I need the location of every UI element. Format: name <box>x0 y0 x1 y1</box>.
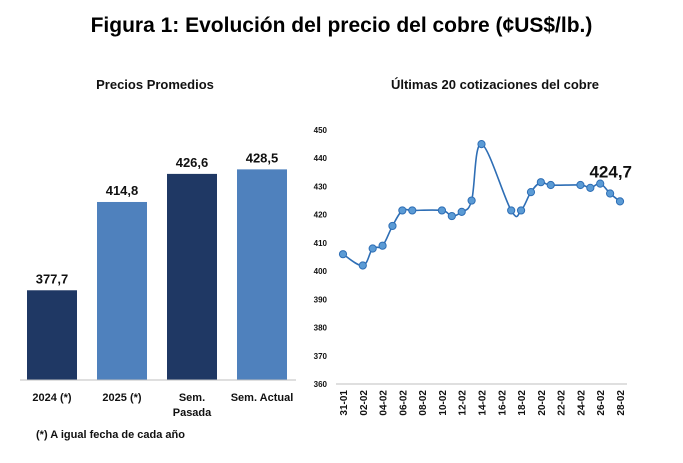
data-point <box>596 179 605 188</box>
x-tick-label: 16-02 <box>497 390 508 416</box>
data-point <box>368 244 377 253</box>
y-tick-label: 370 <box>314 352 328 361</box>
bar-category-label: Sem. Actual <box>231 392 294 404</box>
footnote: (*) A igual fecha de cada año <box>36 429 185 441</box>
bar-category-label: 2025 (*) <box>102 392 141 404</box>
x-tick-label: 04-02 <box>379 390 390 416</box>
x-tick-label: 08-02 <box>418 390 429 416</box>
bar-value-label: 377,7 <box>36 271 69 286</box>
data-point <box>437 206 447 215</box>
data-point <box>378 241 387 250</box>
x-tick-label: 20-02 <box>537 390 548 416</box>
bar-category-label: Pasada <box>173 407 212 419</box>
y-tick-label: 450 <box>314 126 328 135</box>
bar-value-label: 414,8 <box>106 183 139 198</box>
data-point <box>507 206 516 215</box>
data-point <box>586 183 595 192</box>
y-tick-label: 390 <box>314 295 328 304</box>
y-tick-label: 420 <box>314 211 328 220</box>
data-point <box>388 221 397 231</box>
bar <box>97 201 147 380</box>
bar-chart-title: Precios Promedios <box>96 77 214 92</box>
data-point <box>546 180 555 190</box>
data-point <box>358 261 367 270</box>
x-tick-label: 31-01 <box>339 390 350 416</box>
x-tick-label: 22-02 <box>557 390 568 416</box>
x-tick-label: 24-02 <box>576 390 587 416</box>
x-tick-label: 12-02 <box>458 390 469 416</box>
bar <box>167 173 217 380</box>
data-point <box>447 211 456 221</box>
bar <box>27 290 77 380</box>
y-tick-label: 410 <box>314 239 328 248</box>
x-tick-label: 26-02 <box>596 390 607 416</box>
data-point <box>576 180 585 190</box>
data-point <box>615 197 625 206</box>
bar <box>237 169 287 380</box>
bar-value-label: 426,6 <box>176 155 209 170</box>
y-tick-label: 430 <box>314 182 328 191</box>
y-tick-label: 380 <box>314 324 328 333</box>
data-point <box>408 206 417 215</box>
data-point <box>338 250 348 259</box>
line-chart-title: Últimas 20 cotizaciones del cobre <box>390 77 600 92</box>
x-tick-label: 18-02 <box>517 390 528 416</box>
x-tick-label: 28-02 <box>616 390 627 416</box>
y-tick-label: 440 <box>314 154 328 163</box>
y-tick-label: 360 <box>314 380 328 389</box>
bar-category-label: Sem. <box>179 392 205 404</box>
x-tick-label: 06-02 <box>398 390 409 416</box>
data-point <box>516 206 526 215</box>
y-tick-label: 400 <box>314 267 328 276</box>
bar-category-label: 2024 (*) <box>32 392 71 404</box>
price-series-line <box>342 143 621 267</box>
last-value-label: 424,7 <box>589 162 632 181</box>
bar-value-label: 428,5 <box>246 150 279 165</box>
x-tick-label: 02-02 <box>359 390 370 416</box>
data-point <box>536 178 545 187</box>
data-point <box>526 187 536 197</box>
data-point <box>457 207 466 216</box>
data-point <box>398 206 407 215</box>
data-point <box>606 189 615 198</box>
data-point <box>467 196 476 205</box>
x-tick-label: 14-02 <box>478 390 489 416</box>
figure-title: Figura 1: Evolución del precio del cobre… <box>90 14 593 37</box>
data-point <box>477 140 486 149</box>
x-tick-label: 10-02 <box>438 390 449 416</box>
